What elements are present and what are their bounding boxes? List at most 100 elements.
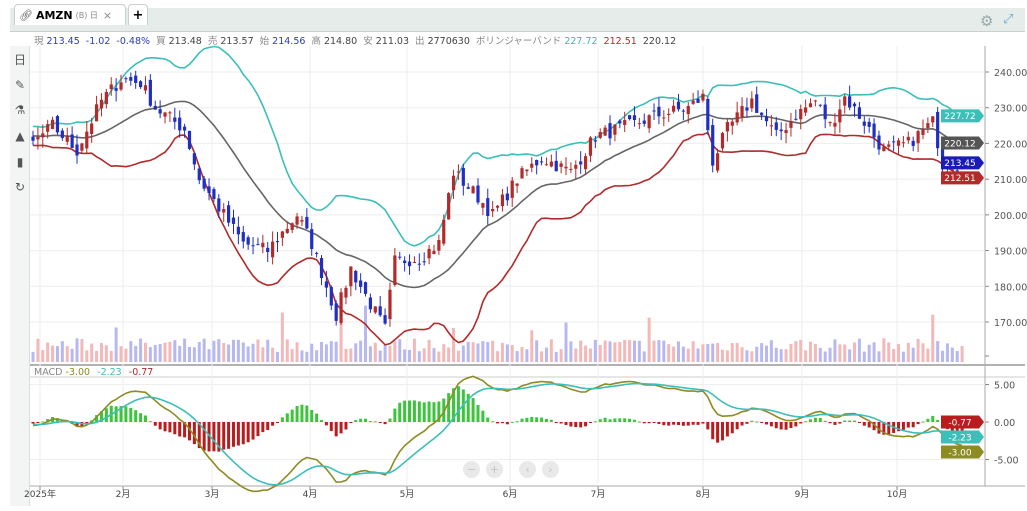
volume-bar	[676, 341, 680, 362]
candle-body	[583, 156, 588, 170]
candle-body	[950, 169, 954, 171]
chart-type-icon[interactable]: ▲	[15, 129, 25, 143]
candle-body	[36, 136, 40, 140]
bb-upper-tag-bg	[941, 109, 984, 123]
volume-bar	[672, 346, 676, 362]
candle-body	[671, 105, 676, 112]
macd-hist-bar	[320, 420, 324, 422]
volume-bar	[300, 350, 304, 362]
candle-body	[383, 315, 387, 324]
macd-hist-bar	[217, 422, 221, 452]
candle-body	[41, 133, 45, 138]
close-tab-icon[interactable]: ×	[102, 8, 113, 22]
candle	[378, 295, 382, 317]
macd-hist-bar	[593, 421, 597, 423]
candle-body	[539, 161, 544, 163]
volume-bar	[765, 345, 768, 362]
macd-hist-bar	[730, 422, 734, 434]
volume-bar	[554, 351, 558, 362]
volume-bar	[339, 318, 343, 362]
bar-chart-icon[interactable]: ▮	[16, 155, 24, 169]
volume-bar	[637, 340, 641, 362]
candle	[530, 157, 534, 173]
candle	[931, 116, 935, 128]
candle	[539, 156, 544, 166]
candle	[451, 169, 456, 199]
macd-hist-bar	[515, 421, 519, 423]
macd-hist-bar	[926, 418, 930, 422]
period-icon[interactable]: 日	[13, 53, 26, 67]
candle-body	[261, 242, 265, 248]
macd-value: -3.00	[65, 367, 91, 378]
volume-bar	[857, 338, 861, 362]
current-price: 213.45	[46, 36, 80, 47]
candle-body	[241, 232, 245, 242]
candle-body	[60, 130, 64, 138]
volume-bar	[324, 344, 328, 362]
scroll-left-button[interactable]: ‹	[519, 461, 536, 478]
add-tab-button[interactable]: +	[128, 4, 148, 25]
volume-bar	[246, 346, 250, 362]
candle-body	[711, 125, 715, 166]
macd-hist-bar	[476, 404, 480, 422]
tab-amzn[interactable]: 🔗︎ AMZN (B) 日 ×	[14, 4, 126, 25]
candle-body	[755, 94, 759, 113]
candle-body	[134, 75, 138, 83]
macd-hist-bar	[129, 407, 133, 422]
bb-upper: 227.72	[564, 36, 598, 47]
volume-bar	[608, 341, 612, 362]
macd-hist-bar	[471, 398, 475, 422]
candle	[740, 97, 744, 122]
scroll-right-button[interactable]: ›	[542, 461, 559, 478]
candle	[857, 101, 862, 120]
zoom-out-button[interactable]: −	[463, 461, 480, 478]
refresh-icon[interactable]: ↻	[14, 180, 26, 194]
flask-icon[interactable]: ⚗	[14, 103, 26, 117]
candle-body	[823, 104, 827, 120]
volume-bar	[310, 343, 314, 362]
macd-hist-bar	[857, 422, 861, 423]
macd-hist-bar	[192, 422, 196, 445]
candle	[554, 150, 558, 172]
candle	[662, 110, 666, 127]
candle	[182, 123, 187, 138]
signal-line	[32, 382, 963, 486]
candle	[104, 88, 108, 109]
draw-pen-icon[interactable]: ✎	[14, 78, 26, 92]
candle-body	[212, 189, 216, 199]
volume-bar	[256, 339, 260, 362]
gear-icon[interactable]: ⚙	[980, 12, 994, 30]
volume-bar	[212, 340, 216, 362]
volume-bar	[828, 347, 832, 362]
candle	[799, 104, 803, 130]
volume-bar	[623, 339, 627, 362]
zoom-in-button[interactable]: +	[486, 461, 503, 478]
volume-bar	[261, 347, 265, 362]
candle-body	[857, 107, 862, 119]
candle	[393, 248, 397, 287]
candle-body	[716, 153, 720, 171]
last-price-tag-text: 213.45	[944, 159, 976, 169]
macd-hist-bar	[158, 422, 162, 430]
candle-body	[456, 171, 461, 173]
candle-body	[295, 216, 299, 225]
candle	[334, 300, 338, 326]
candle-body	[911, 140, 915, 146]
volume-bar	[378, 350, 382, 362]
candle-body	[789, 120, 793, 128]
macd-line-tag-bg	[941, 445, 984, 459]
macd-hist-bar	[359, 418, 363, 422]
low: 211.03	[375, 36, 410, 47]
candle	[691, 92, 695, 105]
macd-hist-bar	[662, 422, 666, 426]
candle-body	[603, 127, 607, 136]
expand-icon[interactable]: ⤢	[1003, 12, 1014, 27]
macd-hist-bar	[936, 419, 940, 422]
macd-hist-bar	[276, 422, 279, 423]
volume-bar	[667, 344, 671, 362]
candle	[500, 188, 505, 212]
open-label: 始	[259, 36, 270, 47]
candle-body	[896, 140, 901, 146]
volume-bar	[755, 346, 759, 362]
